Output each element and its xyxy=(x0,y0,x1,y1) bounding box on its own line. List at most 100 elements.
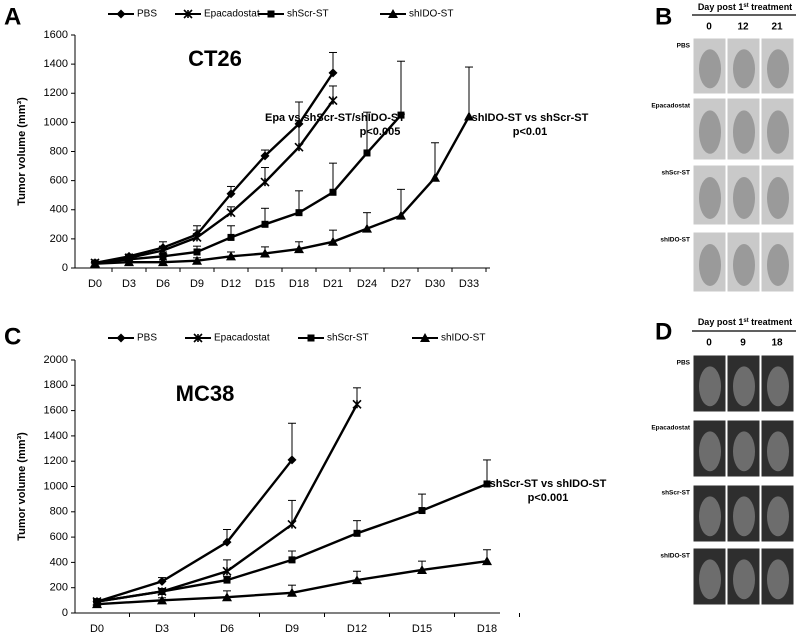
header-part: treatment xyxy=(749,317,793,327)
y-tick-label: 0 xyxy=(62,262,68,274)
marker xyxy=(287,455,297,465)
header-part: st xyxy=(743,3,748,9)
header-part: Day post 1 xyxy=(698,317,744,327)
photo-subject xyxy=(699,366,721,407)
marker xyxy=(92,599,102,609)
x-tick-label: D30 xyxy=(425,278,445,290)
marker xyxy=(482,556,492,566)
marker xyxy=(124,257,134,267)
y-tick-label: 1800 xyxy=(44,379,68,391)
marker xyxy=(464,111,474,121)
marker xyxy=(192,255,202,265)
row-label: PBS xyxy=(677,360,691,367)
marker xyxy=(328,95,338,106)
legend-marker xyxy=(307,334,315,342)
x-tick-label: D9 xyxy=(190,278,204,290)
photo-subject xyxy=(767,177,789,219)
row-label: shScr-ST xyxy=(661,170,690,177)
panel-label: B xyxy=(655,3,672,30)
row-label: Epacadostat xyxy=(651,103,690,110)
x-tick-label: D6 xyxy=(220,623,234,635)
marker xyxy=(287,519,297,530)
photo-subject xyxy=(699,177,721,219)
x-tick-label: D33 xyxy=(459,278,479,290)
marker xyxy=(158,257,168,267)
day-label: 0 xyxy=(706,338,712,349)
marker xyxy=(226,251,236,261)
marker xyxy=(260,151,270,161)
photo-subject xyxy=(767,49,789,89)
marker xyxy=(226,208,236,218)
marker xyxy=(295,209,303,217)
x-tick-label: D24 xyxy=(357,278,377,290)
day-label: 21 xyxy=(771,22,783,33)
marker xyxy=(223,576,231,584)
marker xyxy=(352,575,362,585)
row-label: shScr-ST xyxy=(661,490,690,497)
error-bar xyxy=(483,459,491,484)
photo-subject xyxy=(733,177,755,219)
photo-subject xyxy=(767,110,789,154)
y-axis-label: Tumor volume (mm³) xyxy=(16,432,28,541)
annotation: shScr-ST vs shIDO-ST xyxy=(490,478,607,490)
y-tick-label: 0 xyxy=(62,607,68,619)
marker xyxy=(193,248,201,256)
legend-marker xyxy=(116,9,126,19)
marker xyxy=(352,399,362,409)
series-line xyxy=(94,115,471,265)
photo-subject xyxy=(733,559,755,600)
day-label: 12 xyxy=(737,22,749,33)
annotation: p<0.005 xyxy=(360,126,401,138)
annotation: CT26 xyxy=(188,46,242,71)
marker xyxy=(222,592,232,602)
y-tick-label: 1200 xyxy=(44,455,68,467)
panel-label: A xyxy=(4,3,21,30)
y-axis-label: Tumor volume (mm³) xyxy=(16,97,28,206)
panel-header: Day post 1st treatment xyxy=(698,317,792,327)
marker xyxy=(353,529,361,537)
marker xyxy=(363,149,371,157)
header-part: Day post 1 xyxy=(698,2,744,12)
y-tick-label: 200 xyxy=(50,233,68,245)
y-tick-label: 1400 xyxy=(44,430,68,442)
marker xyxy=(158,587,166,595)
annotation: Epa vs shScr-ST/shIDO-ST xyxy=(265,112,405,124)
marker xyxy=(157,595,167,605)
x-tick-label: D15 xyxy=(255,278,275,290)
error-bar xyxy=(465,66,473,117)
photo-subject xyxy=(767,496,789,537)
annotation: shIDO-ST vs shScr-ST xyxy=(472,112,589,124)
y-tick-label: 400 xyxy=(50,556,68,568)
marker xyxy=(483,480,491,488)
marker xyxy=(418,507,426,515)
error-bar xyxy=(431,142,439,178)
legend-marker xyxy=(267,10,275,18)
photo-subject xyxy=(733,110,755,154)
annotation: p<0.001 xyxy=(528,492,569,504)
marker xyxy=(328,68,338,78)
header-part: treatment xyxy=(749,2,793,12)
marker xyxy=(397,111,405,119)
x-tick-label: D6 xyxy=(156,278,170,290)
marker xyxy=(294,244,304,254)
x-tick-label: D15 xyxy=(412,623,432,635)
photo-subject xyxy=(733,496,755,537)
x-tick-label: D18 xyxy=(477,623,497,635)
day-label: 18 xyxy=(771,338,783,349)
day-label: 0 xyxy=(706,22,712,33)
legend-label: shScr-ST xyxy=(327,333,369,344)
error-bar xyxy=(329,162,337,193)
marker xyxy=(227,233,235,241)
row-label: shIDO-ST xyxy=(660,237,690,244)
error-bar xyxy=(288,422,296,460)
photo-subject xyxy=(699,559,721,600)
x-tick-label: D18 xyxy=(289,278,309,290)
panel-label: C xyxy=(4,323,21,350)
y-tick-label: 2000 xyxy=(44,354,68,366)
series-line xyxy=(94,72,334,265)
marker xyxy=(417,564,427,574)
x-tick-label: D3 xyxy=(155,623,169,635)
legend-label: Epacadostat xyxy=(214,333,270,344)
legend-label: Epacadostat xyxy=(204,9,260,20)
y-tick-label: 1200 xyxy=(44,87,68,99)
